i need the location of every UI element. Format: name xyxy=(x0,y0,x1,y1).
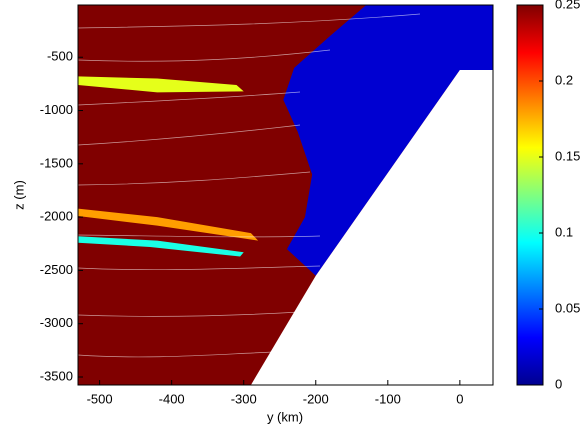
colorbar xyxy=(516,4,544,386)
x-tick-label: -500 xyxy=(87,391,113,406)
x-tick-label: -100 xyxy=(375,391,401,406)
contour xyxy=(78,234,321,238)
y-tick-label: -1000 xyxy=(40,102,73,117)
y-tick-label: -2500 xyxy=(40,262,73,277)
contour xyxy=(78,49,331,62)
contour xyxy=(78,171,311,186)
contour xyxy=(78,124,301,146)
y-tick-label: -500 xyxy=(47,49,73,64)
contour xyxy=(78,311,301,317)
colorbar-tick-label: 0 xyxy=(555,376,562,391)
y-tick-label: -3000 xyxy=(40,315,73,330)
heat-region xyxy=(283,5,493,276)
x-tick-label: -400 xyxy=(159,391,185,406)
x-tick-label: -200 xyxy=(303,391,329,406)
x-tick-label: -300 xyxy=(231,391,257,406)
contour xyxy=(78,91,301,106)
y-tick-label: -1500 xyxy=(40,155,73,170)
x-axis-label: y (km) xyxy=(267,409,303,424)
contour-lines xyxy=(78,13,421,358)
colorbar-tick-label: 0.05 xyxy=(555,300,580,315)
x-tick-label: 0 xyxy=(456,391,463,406)
colorbar-tick-label: 0.15 xyxy=(555,148,580,163)
contour xyxy=(78,351,276,358)
y-tick-label: -2000 xyxy=(40,209,73,224)
colorbar-tick-label: 0.25 xyxy=(555,0,580,11)
colorbar-tick-label: 0.2 xyxy=(555,72,573,87)
heat-region xyxy=(78,208,259,241)
plot-frame xyxy=(77,4,494,386)
heat-region xyxy=(78,236,244,257)
y-axis-label: z (m) xyxy=(11,180,26,210)
y-tick-label: -3500 xyxy=(40,368,73,383)
contour xyxy=(78,265,321,271)
plot-area xyxy=(78,5,493,385)
colorbar-tick-label: 0.1 xyxy=(555,224,573,239)
contour xyxy=(78,13,421,29)
heat-region xyxy=(78,76,244,93)
heat-region xyxy=(250,70,493,385)
